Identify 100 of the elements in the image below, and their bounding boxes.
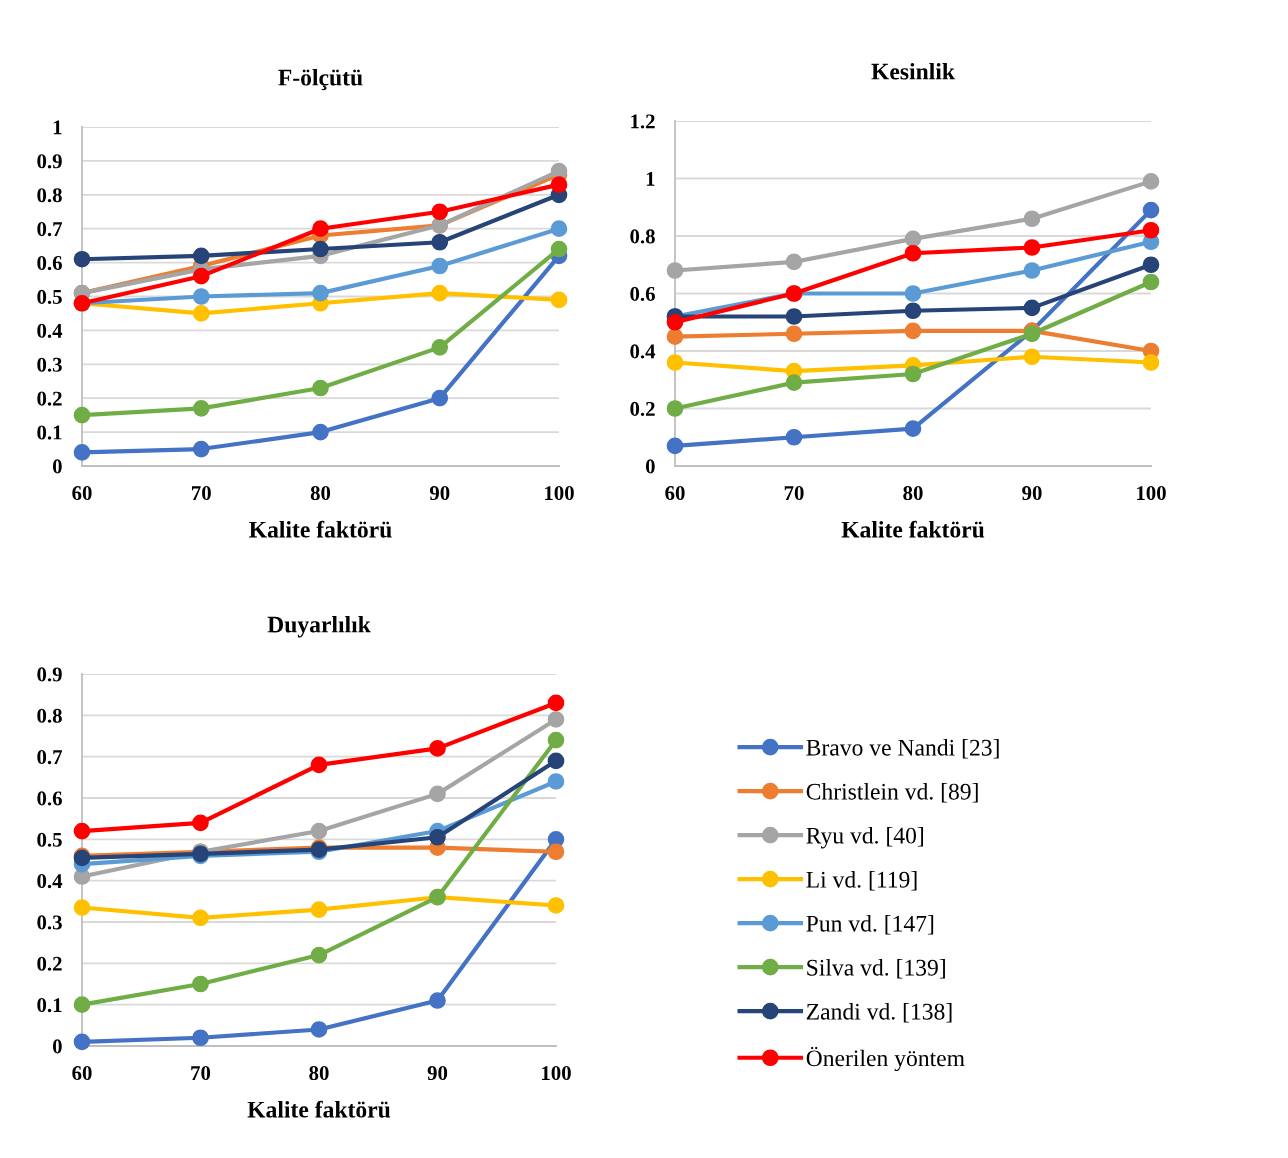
- point: [666, 437, 684, 455]
- point: [1023, 348, 1041, 366]
- y-tick-label: 1.2: [631, 114, 655, 129]
- point: [73, 250, 91, 268]
- point: [547, 711, 565, 728]
- y-tick-label: 0: [52, 1039, 62, 1054]
- y-tick-label: 0.4: [37, 874, 63, 889]
- point: [73, 822, 91, 840]
- point: [550, 291, 568, 309]
- x-tick-label: 100: [545, 486, 574, 501]
- point: [1023, 239, 1041, 256]
- point: [1023, 262, 1041, 279]
- y-tick-label: 0.5: [37, 289, 62, 305]
- x-tick-label: 70: [192, 486, 211, 501]
- point: [1142, 256, 1160, 274]
- point: [550, 162, 568, 180]
- x-tick-label: 100: [1137, 486, 1166, 501]
- point: [904, 285, 922, 302]
- y-tick-label: 0.1: [37, 425, 62, 440]
- point: [192, 909, 209, 927]
- point: [550, 220, 568, 238]
- y-tick-label: 0.7: [37, 222, 63, 237]
- y-tick-label: 0.8: [37, 188, 62, 203]
- chart-title: Kesinlik: [871, 62, 955, 80]
- point: [904, 230, 922, 248]
- y-tick-label: 1: [53, 120, 62, 135]
- point: [1142, 354, 1160, 371]
- point: [547, 843, 565, 861]
- point: [429, 992, 446, 1009]
- point: [429, 740, 446, 757]
- y-tick-label: 0.1: [37, 998, 62, 1013]
- y-tick-label: 0.6: [37, 791, 62, 806]
- y-tick-label: 0.2: [37, 391, 62, 406]
- y-tick-label: 0.9: [37, 154, 62, 169]
- x-axis-title: Kalite faktörü: [249, 520, 392, 538]
- y-tick-label: 0: [645, 459, 655, 474]
- point: [310, 822, 328, 840]
- point: [431, 233, 449, 251]
- point: [192, 814, 209, 832]
- point: [785, 253, 803, 271]
- y-tick-label: 0.3: [37, 915, 62, 930]
- x-tick-label: 90: [1022, 486, 1042, 501]
- x-tick-label: 80: [310, 486, 331, 501]
- x-tick-label: 60: [72, 486, 92, 501]
- point: [666, 313, 684, 331]
- y-tick-label: 0.8: [630, 229, 655, 244]
- point: [666, 328, 684, 345]
- x-tick-label: 90: [427, 1066, 448, 1081]
- point: [192, 247, 210, 265]
- point: [192, 305, 210, 322]
- y-tick-label: 1: [646, 171, 655, 186]
- y-tick-label: 0.8: [37, 708, 62, 723]
- point: [1023, 299, 1041, 317]
- point: [312, 220, 329, 238]
- point: [1142, 221, 1160, 239]
- chart-title: Duyarlılık: [267, 615, 371, 638]
- point: [431, 203, 449, 221]
- point: [785, 325, 803, 343]
- point: [312, 379, 329, 397]
- y-tick-label: 0.2: [37, 956, 62, 971]
- point: [431, 284, 449, 302]
- legend-label: Önerilen yöntem: [806, 1046, 965, 1072]
- legend-label: Li vd. [119]: [806, 871, 917, 891]
- legend-label: Pun vd. [147]: [806, 915, 934, 935]
- x-tick-label: 100: [542, 1066, 571, 1081]
- x-tick-label: 90: [429, 486, 450, 501]
- point: [312, 240, 329, 258]
- point: [904, 244, 922, 262]
- point: [192, 1029, 209, 1047]
- y-tick-label: 0.6: [37, 255, 62, 271]
- legend-label: Ryu vd. [40]: [806, 827, 924, 849]
- point: [666, 354, 684, 371]
- point: [73, 1033, 91, 1051]
- point: [666, 262, 684, 279]
- point: [1142, 173, 1160, 190]
- point: [192, 440, 210, 458]
- point: [547, 731, 565, 749]
- point: [431, 389, 449, 407]
- x-tick-label: 80: [903, 486, 923, 501]
- point: [547, 694, 565, 712]
- legend-label: Silva vd. [139]: [807, 959, 945, 979]
- point: [1142, 273, 1160, 291]
- point: [785, 374, 803, 391]
- y-tick-label: 0: [52, 459, 62, 474]
- legend-label: Christlein vd. [89]: [806, 783, 978, 803]
- point: [550, 176, 568, 193]
- point: [312, 423, 329, 441]
- point: [73, 444, 91, 461]
- point: [73, 899, 91, 916]
- point: [904, 302, 922, 320]
- point: [785, 308, 803, 325]
- point: [310, 901, 328, 918]
- x-tick-label: 80: [309, 1066, 329, 1081]
- point: [904, 322, 922, 340]
- point: [310, 1021, 328, 1038]
- y-tick-label: 0.4: [630, 344, 656, 359]
- point: [312, 284, 329, 302]
- legend-label: Zandi vd. [138]: [806, 1003, 952, 1023]
- chart-title: F-ölçütü: [278, 68, 363, 91]
- point: [192, 400, 210, 417]
